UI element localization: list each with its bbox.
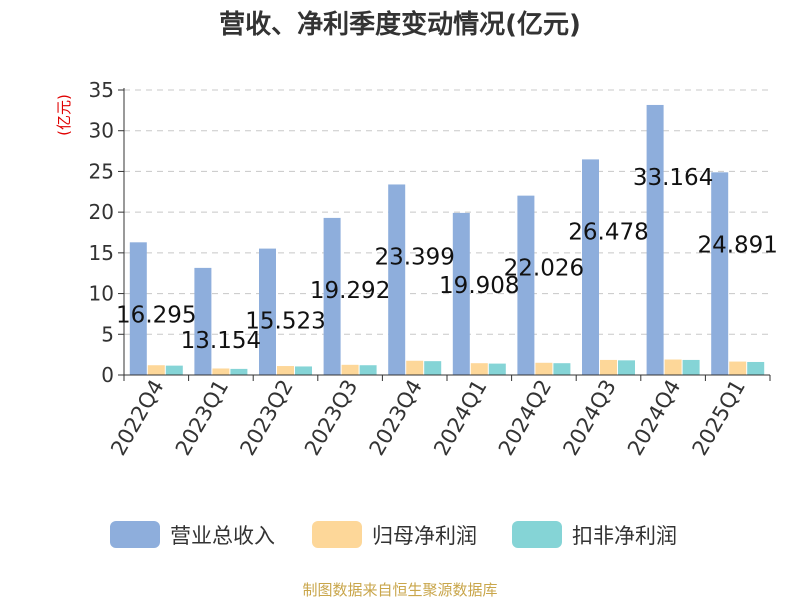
bar (277, 366, 294, 375)
bar (729, 361, 747, 375)
y-tick-label: 25 (89, 159, 114, 183)
bar (535, 362, 553, 375)
data-label: 19.292 (310, 278, 390, 304)
x-tick-label: 2024Q3 (558, 376, 620, 460)
bar (646, 104, 664, 375)
bar (341, 364, 359, 375)
bar (406, 360, 424, 375)
bar (553, 363, 571, 375)
x-tick-label: 2023Q3 (300, 376, 362, 460)
data-label: 16.295 (116, 302, 196, 328)
legend-label: 扣非净利润 (572, 524, 677, 548)
data-label: 22.026 (504, 256, 584, 282)
grid-lines (124, 89, 770, 335)
bar-series (129, 104, 765, 375)
bar (259, 248, 276, 375)
x-tick-label: 2023Q4 (365, 376, 427, 460)
bar (424, 361, 442, 375)
bar (600, 359, 617, 375)
bar (711, 172, 729, 375)
bar (582, 159, 599, 375)
legend-label: 营业总收入 (170, 524, 275, 548)
data-label: 33.164 (633, 165, 713, 191)
bar (664, 359, 682, 375)
legend: 营业总收入 归母净利润 扣非净利润 (110, 521, 677, 548)
data-label: 15.523 (245, 309, 325, 335)
bar (194, 267, 212, 375)
x-tick-label: 2024Q4 (623, 376, 685, 460)
x-tick-label: 2025Q1 (688, 376, 750, 460)
data-label: 13.154 (181, 328, 261, 354)
source-note: 制图数据来自恒生聚源数据库 (302, 581, 497, 599)
y-axis-label: (亿元) (55, 94, 73, 136)
bar (682, 359, 700, 375)
data-label: 24.891 (697, 232, 777, 258)
bar (212, 368, 230, 375)
y-axis-ticks: 0 5 10 15 20 25 30 35 (89, 78, 124, 387)
legend-swatch (512, 521, 562, 548)
bar (452, 212, 470, 375)
data-label: 26.478 (568, 219, 648, 245)
bar (517, 195, 535, 375)
bar (129, 242, 147, 375)
y-tick-label: 20 (89, 200, 114, 224)
bar (470, 363, 488, 375)
data-label: 19.908 (439, 273, 519, 299)
data-label: 23.399 (374, 244, 454, 270)
x-tick-label: 2024Q1 (429, 376, 491, 460)
y-tick-label: 0 (101, 363, 114, 387)
y-tick-label: 35 (89, 78, 114, 102)
legend-swatch (110, 521, 160, 548)
bar (165, 365, 183, 375)
bar (147, 365, 165, 375)
x-tick-label: 2024Q2 (494, 376, 556, 460)
bar (388, 184, 406, 375)
x-tick-label: 2023Q2 (235, 376, 297, 460)
bar (295, 366, 312, 375)
bar (747, 361, 765, 375)
x-tick-label: 2023Q1 (171, 376, 233, 460)
bar (618, 360, 635, 375)
x-axis-ticks: 2022Q4 2023Q1 2023Q2 2023Q3 2023Q4 2024Q1 2024… (106, 375, 771, 460)
y-tick-label: 30 (89, 119, 114, 143)
y-tick-label: 5 (101, 322, 114, 346)
bar (323, 217, 341, 375)
chart-title: 营收、净利季度变动情况(亿元) (219, 9, 581, 40)
legend-swatch (312, 521, 362, 548)
bar (488, 363, 506, 375)
legend-label: 归母净利润 (372, 524, 477, 548)
bar (359, 365, 377, 375)
bar (230, 368, 248, 375)
x-tick-label: 2022Q4 (106, 376, 168, 460)
y-tick-label: 10 (89, 282, 114, 306)
y-tick-label: 15 (89, 241, 114, 265)
